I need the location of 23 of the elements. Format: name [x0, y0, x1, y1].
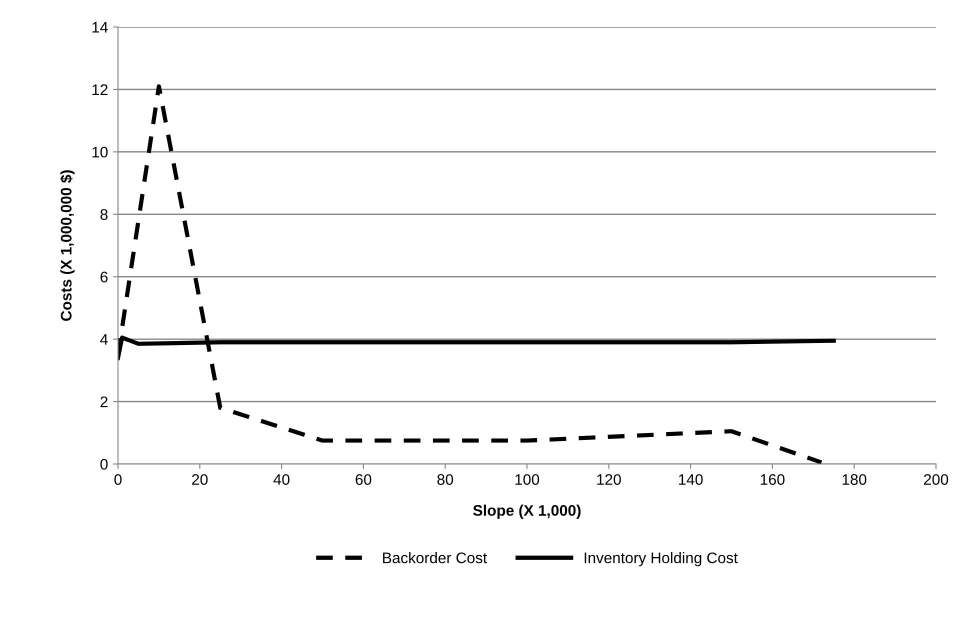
y-tick-label: 2: [100, 396, 108, 408]
x-tick-label: 160: [760, 474, 785, 485]
y-tick-label: 4: [100, 334, 108, 345]
y-tick-label: 12: [92, 84, 108, 95]
x-tick-label: 120: [597, 474, 621, 485]
x-tick-label: 140: [679, 474, 703, 485]
x-tick-label: 180: [842, 474, 866, 485]
y-axis-title: Costs (X 1,000,000 $): [60, 170, 75, 321]
x-tick-label: 200: [924, 474, 948, 485]
y-tick-label: 14: [92, 22, 108, 33]
x-tick-label: 0: [114, 474, 122, 485]
y-tick-label: 6: [100, 272, 108, 282]
x-tick-label: 20: [192, 474, 208, 485]
x-tick-label: 40: [273, 474, 290, 485]
x-axis-title: Slope (X 1,000): [473, 504, 581, 519]
x-tick-label: 100: [515, 474, 540, 485]
legend-label: Inventory Holding Cost: [584, 552, 738, 566]
x-tick-label: 60: [356, 474, 372, 485]
y-tick-label: 8: [100, 209, 108, 220]
legend-label: Backorder Cost: [383, 552, 487, 564]
x-tick-label: 80: [437, 474, 454, 485]
y-tick-label: 10: [92, 146, 108, 158]
y-tick-label: 0: [100, 458, 108, 470]
